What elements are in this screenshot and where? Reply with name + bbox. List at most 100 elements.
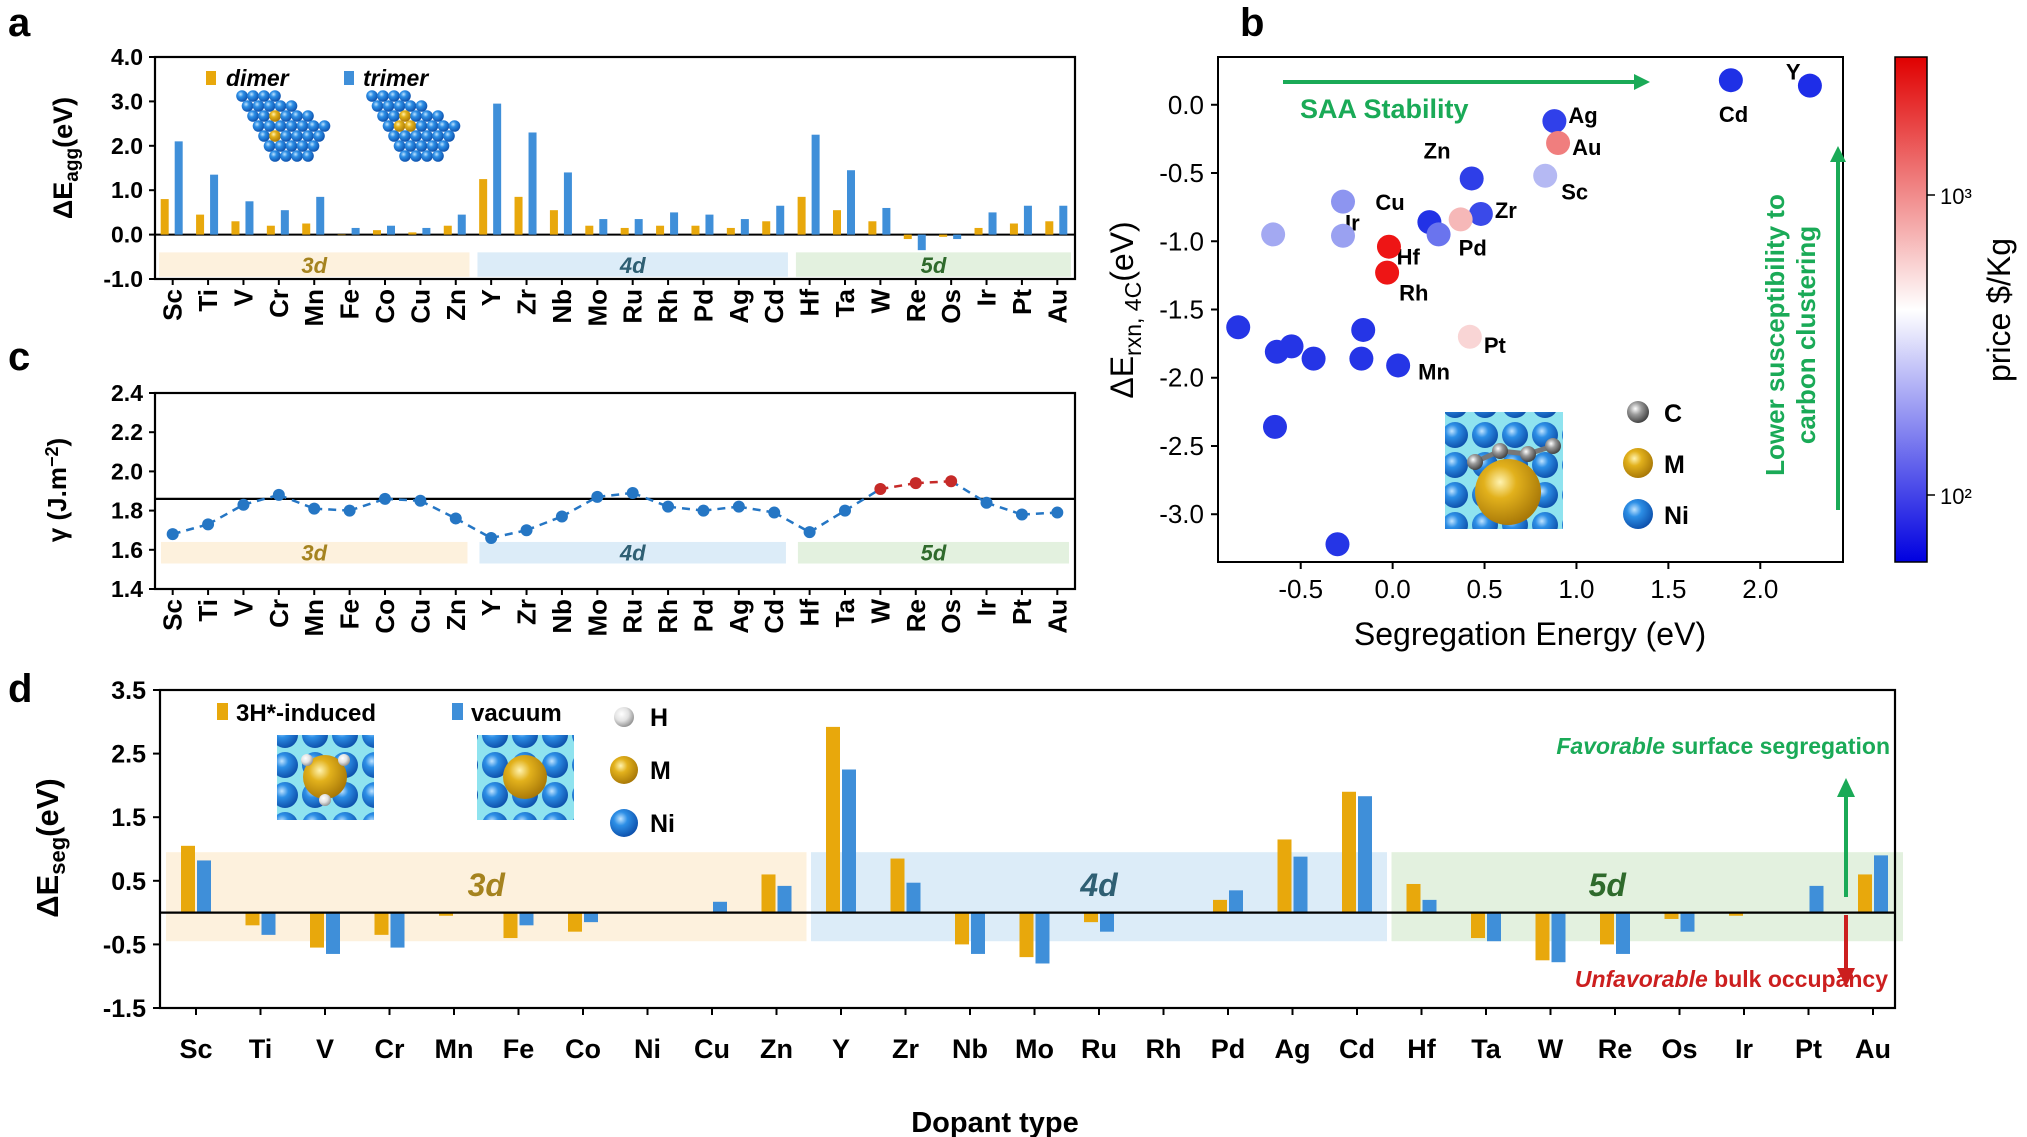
ni-atom: [258, 130, 270, 142]
xtick-label-Pt: Pt: [1007, 289, 1037, 315]
ni-atom: [377, 110, 389, 122]
xtick-label-Ta: Ta: [1471, 1034, 1501, 1064]
xtick-label-Mo: Mo: [582, 599, 612, 637]
xtick-label-Cr: Cr: [374, 1034, 404, 1064]
point-Cd: [1718, 68, 1743, 93]
bar-3H*-induced-Mo: [1019, 912, 1034, 958]
bar-3H*-induced-Pd: [1213, 899, 1227, 913]
point-unlabeled: [1331, 189, 1355, 214]
bar-dimer-Ag: [726, 227, 735, 235]
clustering-arrowhead: [1830, 146, 1846, 162]
xtick-label-Sc: Sc: [179, 1034, 212, 1064]
xtick-label-Au: Au: [1855, 1034, 1891, 1064]
legend-m2-label: M: [650, 757, 671, 785]
bar-vacuum-Zn: [777, 885, 792, 913]
trimer-cluster-image: [366, 90, 461, 162]
bar-vacuum-Cd: [1358, 796, 1372, 913]
point-label-Pt: Pt: [1484, 333, 1507, 358]
panel-b-chart: 0.0 -0.5 -1.0 -1.5 -2.0 -2.5 -3.0 -0.5 0.0 0.5 1.…: [1104, 56, 2017, 652]
ytick-label: 0.0: [111, 222, 143, 248]
ni-atom: [263, 120, 276, 132]
ni-atom: [426, 120, 439, 132]
bar-dimer-Fe: [337, 234, 346, 236]
bar-trimer-Nb: [563, 172, 572, 235]
ni-atom: [263, 100, 276, 112]
bar-dimer-Pt: [1009, 223, 1018, 235]
xtick-label-Fe: Fe: [335, 289, 365, 319]
xtick-label-Hf: Hf: [795, 599, 825, 627]
xtick-label-Pd: Pd: [1211, 1034, 1246, 1064]
bar-vacuum-Sc: [197, 860, 211, 913]
gamma-point-Nb: [555, 510, 568, 523]
xtick-label-Re: Re: [901, 599, 931, 632]
bar-vacuum-Pt: [1809, 885, 1824, 913]
xtick-label-Os: Os: [936, 289, 966, 324]
ytick-label: 3.5: [111, 677, 146, 705]
xtick-label-Zn: Zn: [441, 599, 471, 631]
bar-3H*-induced-Nb: [955, 912, 969, 945]
ni-atom: [302, 110, 314, 122]
gamma-point-Ti: [202, 518, 215, 531]
xtick-label-Ir: Ir: [972, 289, 1002, 306]
ni-atom: [393, 100, 406, 112]
group-band-5d: [1391, 852, 1903, 942]
ytick-label: -0.5: [1159, 158, 1204, 188]
bar-trimer-Os: [953, 234, 962, 240]
gamma-segment: [844, 487, 882, 512]
xtick-label-Ru: Ru: [1081, 1034, 1117, 1064]
xtick-label-Y: Y: [476, 599, 506, 616]
bar-3H*-induced-W: [1535, 912, 1550, 961]
group-band-3d: [159, 252, 470, 277]
legend-ni2-label: Ni: [650, 810, 675, 838]
group-label-5d: 5d: [921, 253, 947, 278]
bar-trimer-Sc: [174, 141, 183, 235]
ni-atom: [377, 90, 389, 102]
ytick-label: 3.0: [111, 88, 143, 114]
point-label-Hf: Hf: [1397, 244, 1421, 269]
ni-atom: [291, 110, 303, 122]
gamma-segment: [632, 491, 669, 508]
bar-3H*-induced-Fe: [503, 912, 518, 939]
bar-trimer-Zn: [457, 214, 466, 235]
favorable-segregation-label: Favorable surface segregation: [1556, 733, 1890, 759]
point-label-Pd: Pd: [1459, 235, 1487, 260]
panel-d-chart: 3d 4d 5d -1.5 -0.5 0.5 1.5 2.5 3.5 Sc Ti V Cr Mn Fe C…: [30, 677, 1903, 1137]
gamma-point-W: [874, 483, 887, 496]
gamma-point-Rh: [662, 500, 675, 513]
point-label-Y: Y: [1786, 60, 1801, 85]
ytick-label: 1.4: [111, 576, 143, 602]
group-label-4d: 4d: [619, 253, 646, 278]
xtick-label-Co: Co: [370, 599, 400, 634]
xtick-label-Sc: Sc: [158, 599, 188, 631]
ni-atom: [313, 130, 325, 142]
ytick-label: -1.0: [103, 266, 143, 292]
bar-3H*-induced-Hf: [1406, 883, 1421, 913]
point-unlabeled: [1262, 414, 1287, 439]
gamma-segment: [207, 503, 245, 526]
gamma-segment: [950, 480, 988, 504]
ytick-label: -1.5: [103, 995, 146, 1023]
bar-trimer-V: [245, 201, 254, 235]
panel-a-ylabel: ΔEagg(eV): [48, 97, 83, 219]
panel-d-ylabel: ΔEseg(eV): [30, 778, 70, 917]
xtick-label-Zr: Zr: [512, 289, 542, 315]
ni-atom: [258, 110, 270, 122]
gamma-point-Cd: [768, 506, 781, 519]
panel-c-ylabel: γ (J.m−2): [42, 438, 72, 542]
xtick-label-Nb: Nb: [547, 599, 577, 634]
ytick-label: -3.0: [1159, 499, 1204, 529]
xtick-label-Ru: Ru: [618, 599, 648, 634]
xtick-label-Zr: Zr: [892, 1034, 919, 1064]
ytick-label: 2.4: [111, 380, 143, 406]
ni-atom: [280, 150, 292, 162]
ni-atom: [388, 90, 400, 102]
point-label-Rh: Rh: [1399, 281, 1428, 306]
group-label-3d: 3d: [301, 541, 327, 566]
legend-trimer-swatch: [344, 71, 354, 85]
point-Pt: [1457, 324, 1482, 349]
gamma-point-Ag: [732, 500, 745, 513]
xtick-label-Ti: Ti: [193, 599, 223, 622]
gamma-point-Sc: [166, 528, 179, 541]
point-Au: [1546, 130, 1571, 155]
